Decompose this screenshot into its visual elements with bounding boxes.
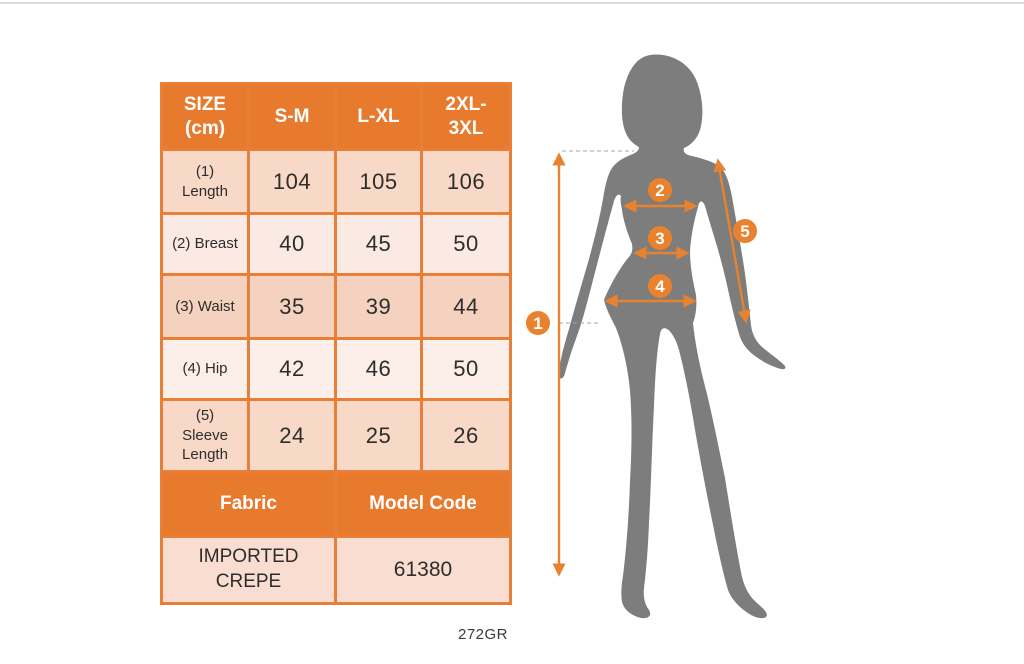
value-cell: 39 [334,273,423,340]
table-header-row: SIZE (cm) S-M L-XL 2XL- 3XL [160,82,512,151]
value-cell: 25 [334,398,423,473]
marker-circle-3 [648,226,672,250]
weight-note: 272GR [457,626,509,643]
value-cell: 105 [334,148,423,215]
value-cell: 46 [334,337,423,401]
value-cell: 24 [247,398,337,473]
model-code-value: 61380 [334,535,512,605]
table-row-sleeve-length: (5) Sleeve Length 24 25 26 [160,398,512,473]
col-header-l-xl: L-XL [334,82,423,151]
marker-circle-4 [648,274,672,298]
row-label-length: (1) Length [160,148,250,215]
table-row-hip: (4) Hip 42 46 50 [160,337,512,401]
value-cell: 35 [247,273,337,340]
marker-number-1: 1 [533,314,542,333]
top-divider-line [0,2,1024,4]
marker-badge-5: 5 [733,219,757,243]
fabric-header: Fabric [160,470,337,538]
row-label-breast: (2) Breast [160,212,250,276]
marker-circle-1 [526,311,550,335]
row-label-hip: (4) Hip [160,337,250,401]
marker-number-5: 5 [740,222,749,241]
table-row-breast: (2) Breast 40 45 50 [160,212,512,276]
value-cell: 106 [420,148,512,215]
col-header-2xl-3xl: 2XL- 3XL [420,82,512,151]
row-label-waist: (3) Waist [160,273,250,340]
marker-circle-2 [648,178,672,202]
marker-number-2: 2 [655,181,664,200]
table-row-length: (1) Length 104 105 106 [160,148,512,215]
value-cell: 50 [420,212,512,276]
info-data-row: IMPORTED CREPE 61380 [160,535,512,605]
measure-arrow-sleeve [713,158,751,324]
value-cell: 104 [247,148,337,215]
body-measurement-diagram: 1 2 3 4 5 [526,54,786,619]
value-cell: 44 [420,273,512,340]
marker-badge-2: 2 [648,178,672,202]
value-cell: 50 [420,337,512,401]
marker-badge-4: 4 [648,274,672,298]
marker-circle-5 [733,219,757,243]
fabric-value: IMPORTED CREPE [160,535,337,605]
marker-number-3: 3 [655,229,664,248]
row-label-sleeve-length: (5) Sleeve Length [160,398,250,473]
col-header-size-cm: SIZE (cm) [160,82,250,151]
value-cell: 45 [334,212,423,276]
col-header-s-m: S-M [247,82,337,151]
marker-badge-3: 3 [648,226,672,250]
info-header-row: Fabric Model Code [160,470,512,538]
value-cell: 40 [247,212,337,276]
model-code-header: Model Code [334,470,512,538]
table-row-waist: (3) Waist 35 39 44 [160,273,512,340]
value-cell: 42 [247,337,337,401]
value-cell: 26 [420,398,512,473]
size-chart-table: SIZE (cm) S-M L-XL 2XL- 3XL (1) Length 1… [160,82,512,605]
marker-number-4: 4 [655,277,665,296]
female-body-silhouette [558,54,786,619]
marker-badge-1: 1 [526,311,550,335]
